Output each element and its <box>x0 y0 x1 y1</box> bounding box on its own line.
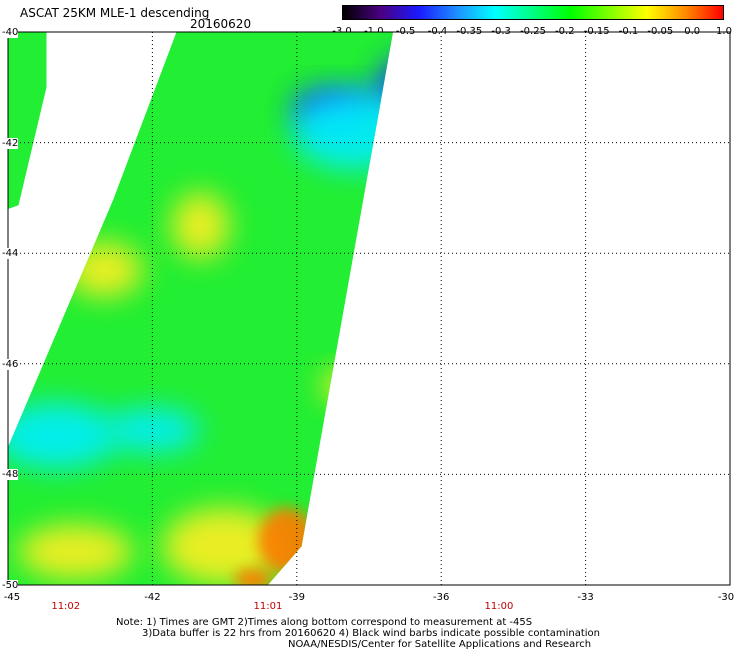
feature-orange <box>258 507 317 574</box>
feature-yellow <box>320 369 369 403</box>
swath-data <box>8 32 394 585</box>
longitude-label: -42 <box>144 592 161 603</box>
longitude-label: -30 <box>717 592 735 603</box>
latitude-label: -42 <box>2 137 19 149</box>
feature-yellow <box>171 192 230 259</box>
feature-orange <box>234 568 273 585</box>
longitude-label: -39 <box>288 592 305 603</box>
time-label: 11:02 <box>51 601 81 612</box>
feature-yellow <box>17 524 134 580</box>
latitude-label: -50 <box>2 580 19 591</box>
time-label: 11:00 <box>484 601 514 612</box>
latitude-label: -44 <box>2 248 19 260</box>
latitude-label: -46 <box>2 358 19 370</box>
longitude-label: -33 <box>577 592 594 603</box>
map-frame <box>7 31 731 586</box>
feature-blue <box>373 54 394 132</box>
longitude-label: -36 <box>433 592 450 603</box>
map-title: ASCAT 25KM MLE-1 descending <box>20 6 210 20</box>
feature-yellow <box>162 507 288 585</box>
feature-cyan <box>8 402 119 469</box>
time-label: 11:01 <box>253 601 283 612</box>
note-line-3: NOAA/NESDIS/Center for Satellite Applica… <box>288 639 592 650</box>
latitude-label: -48 <box>2 469 19 481</box>
feature-cyan <box>104 408 201 453</box>
swath-gap <box>8 186 114 447</box>
feature-cyan <box>291 92 394 171</box>
color-scale-bar <box>342 5 724 20</box>
map-date: 20160620 <box>190 17 252 31</box>
longitude-label: -45 <box>3 592 21 603</box>
note-line-1: Note: 1) Times are GMT 2)Times along bot… <box>116 617 533 628</box>
latitude-label: -40 <box>2 27 19 38</box>
note-line-2: 3)Data buffer is 22 hrs from 20160620 4)… <box>142 628 600 639</box>
grid-lines <box>8 32 730 585</box>
